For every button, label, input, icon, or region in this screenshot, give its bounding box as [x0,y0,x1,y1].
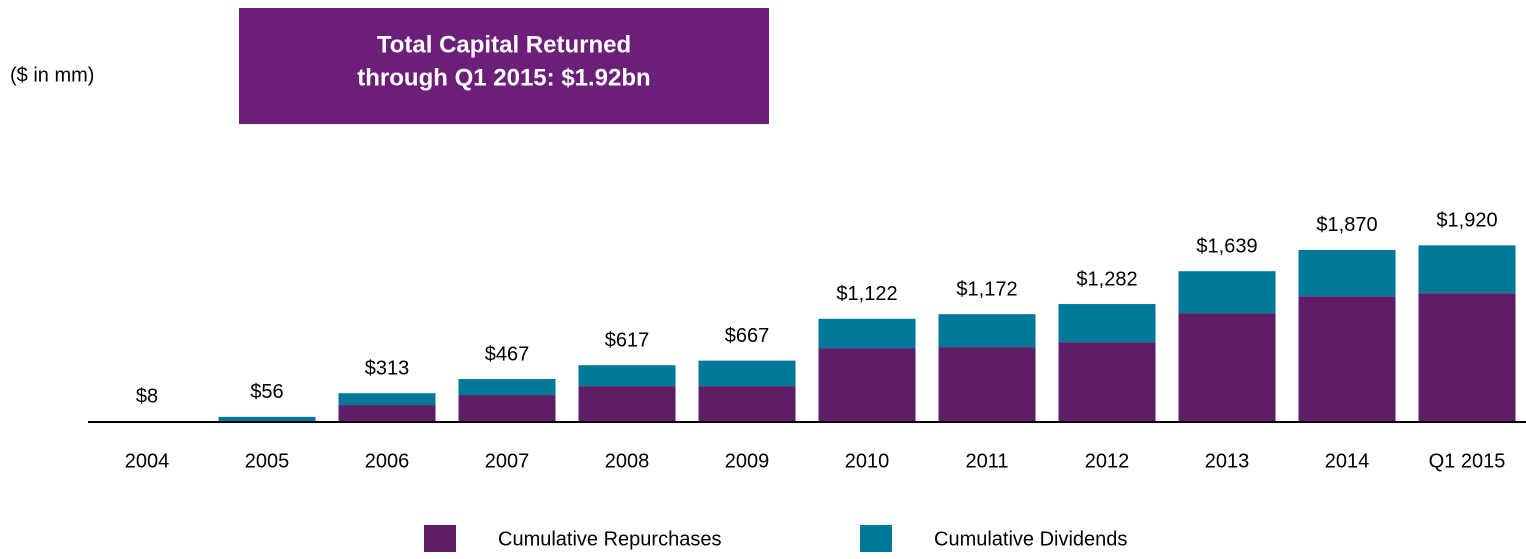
x-tick-label: 2009 [725,450,770,472]
total-label: $667 [725,325,770,347]
x-tick-label: 2012 [1085,450,1130,472]
x-tick-label: 2004 [125,450,170,472]
bar-segment [1058,304,1156,343]
x-tick-label: 2005 [245,450,290,472]
x-tick-label: 2013 [1205,450,1250,472]
x-tick-label: 2011 [965,450,1008,472]
chart-title: Total Capital Returned [377,31,631,58]
bar-segment [578,365,676,387]
total-label: $467 [485,343,530,365]
total-label: $1,870 [1316,214,1377,236]
bar-segment [818,318,916,349]
x-tick-label: 2010 [845,450,890,472]
legend-label: Cumulative Repurchases [498,528,721,550]
bar-segment [218,416,316,422]
bar-segment [1298,296,1396,422]
legend-swatch [860,525,892,552]
bar-segment [1418,293,1516,422]
bar-segment [698,386,796,422]
bar-segment [1298,249,1396,297]
bar-segment [1178,313,1276,422]
bar-segment [938,347,1036,422]
bar-segment [698,360,796,387]
total-label: $617 [605,330,650,352]
bar-segment [1058,342,1156,422]
bar-segment [338,393,436,406]
total-label: $1,639 [1196,235,1257,257]
unit-note: ($ in mm) [10,64,94,86]
total-label: $1,122 [836,283,897,305]
bar-segment [578,386,676,422]
total-label: $1,172 [956,278,1017,300]
x-tick-label: Q1 2015 [1429,450,1506,472]
total-label: $8 [136,386,158,408]
bar-segment [458,379,556,396]
chart-title: through Q1 2015: $1.92bn [357,64,650,91]
total-label: $1,282 [1076,268,1137,290]
bar-segment [458,395,556,422]
total-label: $1,920 [1436,210,1497,232]
bar-segment [1418,245,1516,294]
x-tick-label: 2007 [485,450,530,472]
bar-segment [1178,271,1276,314]
bar-segment [818,348,916,422]
legend-swatch [424,525,456,552]
legend-label: Cumulative Dividends [934,528,1127,550]
bar-segment [338,405,436,422]
x-tick-label: 2008 [605,450,650,472]
x-tick-label: 2014 [1325,450,1370,472]
total-label: $313 [365,357,410,379]
total-label: $56 [250,381,283,403]
title-box [239,8,769,124]
bar-segment [938,314,1036,348]
x-tick-label: 2006 [365,450,410,472]
